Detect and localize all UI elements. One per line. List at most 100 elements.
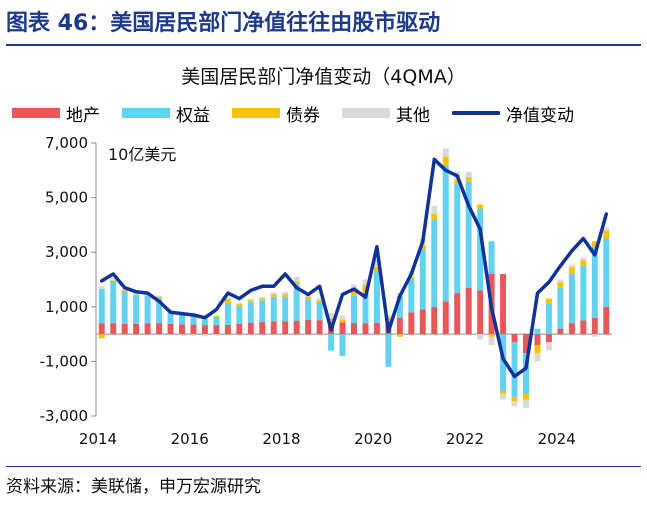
property-bar	[144, 323, 151, 335]
equity-bar	[328, 334, 335, 351]
bond-bar	[408, 276, 415, 280]
equity-bar	[431, 219, 438, 307]
property-bar	[351, 322, 357, 335]
bond-bar	[477, 204, 484, 209]
property-bar	[557, 328, 564, 335]
legend-item-bond: 债券	[232, 101, 320, 126]
other-bar	[224, 297, 231, 299]
legend-label-equity: 权益	[176, 105, 210, 126]
bond-bar	[144, 295, 151, 296]
other-bar	[247, 298, 254, 301]
other-bar	[259, 296, 266, 299]
equity-bar	[557, 287, 564, 329]
bond-bar	[213, 315, 220, 317]
property-bar	[362, 323, 369, 335]
property-bar	[396, 317, 403, 335]
other-bar	[133, 292, 140, 295]
equity-bar	[603, 238, 610, 307]
other-bar	[373, 258, 380, 267]
other-bar	[477, 334, 484, 340]
y-tick-label: 7,000	[45, 134, 88, 152]
other-bar	[591, 334, 598, 337]
equity-bar	[247, 302, 254, 323]
equity-bar	[454, 183, 461, 294]
property-bar	[224, 324, 231, 335]
equity-bar	[282, 296, 289, 322]
x-tick-label: 2016	[171, 430, 209, 448]
x-tick-label: 2018	[262, 430, 300, 448]
bars	[98, 148, 610, 408]
property-bar	[511, 334, 518, 343]
equity-bar	[121, 290, 128, 324]
y-tick-label: -3,000	[40, 407, 88, 425]
x-tick-label: 2020	[354, 430, 392, 448]
bond-bar	[454, 179, 461, 184]
bond-bar	[133, 294, 140, 296]
property-bar	[293, 320, 300, 335]
property-bar	[591, 317, 598, 335]
equity-bar	[373, 271, 380, 323]
bond-bar	[442, 156, 449, 165]
bond-bar	[305, 296, 312, 300]
chart-title: 美国居民部门净值变动（4QMA）	[181, 66, 466, 88]
equity-bar	[523, 353, 529, 395]
equity-bar	[385, 334, 392, 367]
other-bar	[328, 313, 335, 319]
y-tick-label: 1,000	[45, 298, 88, 316]
bond-bar	[373, 266, 380, 272]
equity-bar	[500, 334, 507, 392]
property-bar	[419, 309, 426, 335]
bond-bar	[511, 396, 518, 401]
legend-label-bond: 债券	[286, 105, 320, 126]
bond-bar	[523, 394, 529, 400]
x-tick-label: 2024	[538, 430, 576, 448]
other-bar	[293, 277, 300, 282]
property-bar	[247, 322, 254, 335]
other-bar	[568, 264, 575, 268]
equity-bar	[316, 302, 323, 321]
property-bar	[98, 323, 105, 335]
equity-bar	[179, 314, 185, 325]
bond-bar	[545, 298, 552, 305]
equity-bar	[190, 314, 197, 325]
equity-bar	[396, 295, 403, 318]
other-bar	[213, 334, 220, 336]
property-bar	[339, 322, 346, 335]
equity-bar	[224, 302, 231, 325]
bond-bar	[603, 230, 610, 239]
other-bar	[488, 336, 495, 346]
property-bar	[408, 312, 415, 335]
other-bar	[190, 334, 197, 336]
legend-label-other: 其他	[396, 105, 430, 126]
equity-bar	[591, 246, 598, 318]
equity-bar	[236, 306, 243, 324]
bond-bar	[259, 298, 266, 301]
y-tick-label: 5,000	[45, 189, 88, 207]
equity-bar	[408, 279, 415, 313]
bond-bar	[236, 304, 243, 307]
bond-bar	[247, 300, 254, 303]
x-tick-label: 2014	[79, 430, 117, 448]
equity-bar	[419, 249, 426, 310]
figure-title: 图表 46：美国居民部门净值往往由股市驱动	[6, 11, 441, 36]
property-bar	[270, 321, 277, 335]
property-bar	[568, 323, 575, 335]
y-tick-label: -1,000	[40, 352, 88, 370]
property-bar	[534, 334, 541, 346]
equity-bar	[351, 295, 357, 323]
property-bar	[133, 323, 140, 335]
bond-bar	[396, 334, 403, 337]
equity-bar	[156, 298, 163, 324]
bond-bar	[98, 334, 105, 339]
property-bar	[373, 322, 380, 335]
other-bar	[557, 279, 564, 283]
equity-bar	[133, 295, 140, 324]
equity-bar	[305, 299, 312, 320]
other-bar	[351, 284, 357, 289]
legend-label-net-worth: 净值变动	[506, 105, 574, 126]
property-bar	[603, 306, 610, 335]
bond-bar	[156, 296, 163, 299]
property-bar	[305, 319, 312, 335]
bond-bar	[121, 290, 128, 291]
property-bar	[431, 306, 438, 335]
